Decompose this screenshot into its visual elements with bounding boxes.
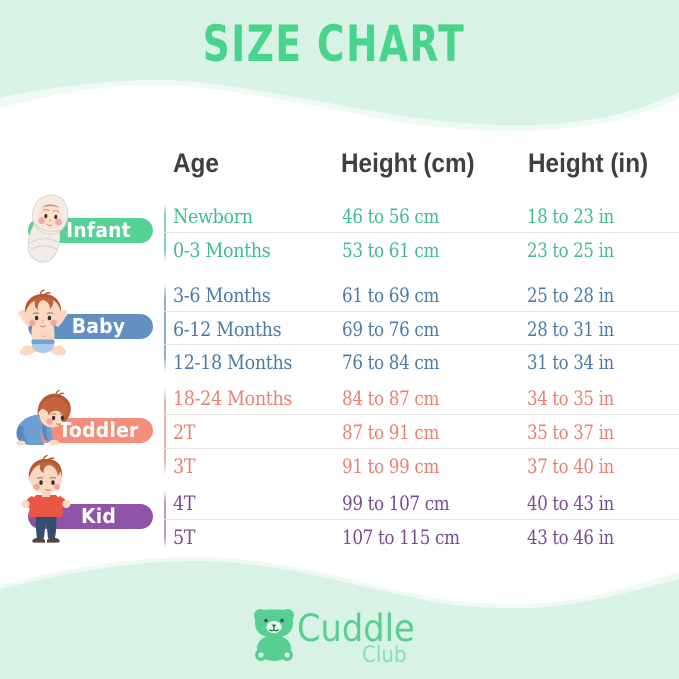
cell-inch: 28 to 31 in — [527, 317, 614, 341]
group-pill-label: Infant — [66, 218, 131, 243]
cell-cm: 46 to 56 cm — [342, 205, 440, 228]
table-row: 0-3 Months 53 to 61 cm 23 to 25 in — [163, 232, 679, 266]
footer-wave-band — [0, 557, 679, 679]
cell-age: 4T — [173, 492, 196, 515]
cell-inch: 18 to 23 in — [527, 205, 614, 228]
cell-age: Newborn — [173, 205, 253, 228]
brand-name: Cuddle — [297, 607, 415, 650]
page-title: SIZE CHART — [202, 15, 466, 73]
column-header-height-cm: Height (cm) — [341, 148, 475, 178]
table-row: 3T 91 to 99 cm 37 to 40 in — [163, 447, 679, 482]
brand-subtitle: Club — [362, 643, 407, 668]
header-wave-band — [0, 0, 679, 132]
header-wave-main — [0, 0, 679, 126]
cell-inch: 25 to 28 in — [527, 283, 614, 307]
cell-age: 12-18 Months — [173, 351, 293, 375]
kid-illustration — [21, 454, 71, 543]
column-header-height-in: Height (in) — [528, 148, 649, 178]
cell-age: 0-3 Months — [173, 239, 271, 263]
table-row: 12-18 Months 76 to 84 cm 31 to 34 in — [163, 344, 679, 378]
table-row: 6-12 Months 69 to 76 cm 28 to 31 in — [163, 310, 679, 345]
cell-cm: 69 to 76 cm — [342, 317, 440, 341]
cell-cm: 87 to 91 cm — [342, 421, 440, 445]
table-row: 3-6 Months 61 to 69 cm 25 to 28 in — [163, 278, 679, 311]
group-accent-line — [164, 282, 166, 373]
cell-age: 3-6 Months — [173, 283, 271, 307]
group-pill-label: Toddler — [58, 418, 139, 443]
cell-inch: 40 to 43 in — [527, 492, 614, 515]
cell-cm: 76 to 84 cm — [342, 351, 440, 375]
cell-age: 2T — [173, 421, 196, 445]
cell-cm: 99 to 107 cm — [342, 492, 450, 515]
group-accent-line — [164, 386, 166, 477]
cell-age: 3T — [173, 454, 196, 478]
table-row: 4T 99 to 107 cm 40 to 43 in — [163, 486, 679, 519]
infant-illustration — [27, 194, 69, 263]
group-accent-line — [164, 204, 166, 261]
toddler-illustration — [16, 390, 71, 446]
column-header-age: Age — [173, 148, 219, 178]
teddy-bear-icon — [254, 609, 294, 661]
cell-cm: 53 to 61 cm — [342, 239, 440, 263]
group-accent-line — [164, 491, 166, 548]
cell-age: 6-12 Months — [173, 317, 282, 341]
cell-age: 18-24 Months — [173, 387, 293, 410]
table-row: 2T 87 to 91 cm 35 to 37 in — [163, 414, 679, 448]
cell-inch: 37 to 40 in — [527, 454, 614, 478]
cell-inch: 34 to 35 in — [527, 387, 614, 410]
cell-inch: 31 to 34 in — [527, 351, 614, 375]
table-row: 18-24 Months 84 to 87 cm 34 to 35 in — [163, 381, 679, 414]
baby-illustration — [18, 289, 68, 356]
group-pill-label: Baby — [71, 313, 126, 338]
cell-inch: 23 to 25 in — [527, 239, 614, 263]
cell-cm: 84 to 87 cm — [342, 387, 440, 410]
table-row: Newborn 46 to 56 cm 18 to 23 in — [163, 199, 679, 232]
group-pill-label: Kid — [80, 504, 117, 528]
cell-cm: 61 to 69 cm — [342, 283, 440, 307]
cell-cm: 91 to 99 cm — [342, 454, 440, 478]
cell-inch: 35 to 37 in — [527, 421, 614, 445]
footer-wave-main — [0, 561, 679, 679]
